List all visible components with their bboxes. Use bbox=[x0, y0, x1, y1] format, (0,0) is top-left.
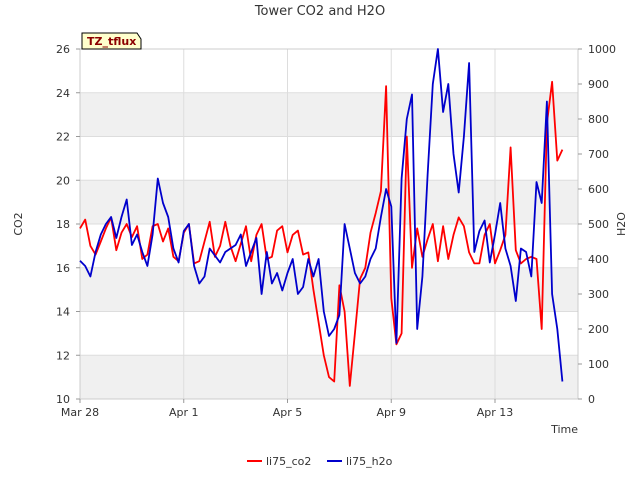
y-left-tick-label: 18 bbox=[56, 218, 70, 231]
x-tick-label: Apr 9 bbox=[376, 406, 406, 419]
y-right-tick-label: 0 bbox=[588, 393, 595, 406]
y-right-tick-label: 900 bbox=[588, 78, 609, 91]
background-band bbox=[80, 92, 578, 137]
y-right-tick-label: 100 bbox=[588, 358, 609, 371]
series-line-li75-co2 bbox=[79, 80, 564, 387]
y-left-tick-label: 26 bbox=[56, 43, 70, 56]
y-right-tick-label: 200 bbox=[588, 323, 609, 336]
legend-h2o-label: li75_h2o bbox=[346, 455, 393, 468]
legend: li75_co2 li75_h2o bbox=[247, 455, 393, 468]
y-right-tick-label: 500 bbox=[588, 218, 609, 231]
y-right-tick-label: 600 bbox=[588, 183, 609, 196]
y-left-tick-label: 12 bbox=[56, 349, 70, 362]
y-right-tick-label: 700 bbox=[588, 148, 609, 161]
background-bands bbox=[80, 92, 578, 399]
y-right-tick-label: 800 bbox=[588, 113, 609, 126]
y-axis-right-label: H2O bbox=[615, 212, 628, 236]
x-axis-label: Time bbox=[550, 423, 578, 436]
grid-lines bbox=[79, 48, 578, 400]
y-left-tick-label: 14 bbox=[56, 306, 70, 319]
y-axis-left-label: CO2 bbox=[12, 212, 25, 235]
y-right-tick-label: 1000 bbox=[588, 43, 616, 56]
x-tick-label: Apr 5 bbox=[273, 406, 303, 419]
background-band bbox=[80, 267, 578, 312]
site-badge: TZ_tflux bbox=[81, 32, 142, 50]
y-left-tick-label: 10 bbox=[56, 393, 70, 406]
chart-title: Tower CO2 and H2O bbox=[254, 4, 385, 19]
series-lines bbox=[79, 48, 564, 387]
x-axis: Mar 28 Apr 1 Apr 5 Apr 9 Apr 13 bbox=[61, 399, 513, 419]
site-badge-label: TZ_tflux bbox=[87, 35, 136, 48]
y-right-tick-label: 400 bbox=[588, 253, 609, 266]
y-left-tick-label: 16 bbox=[56, 262, 70, 275]
y-right-tick-label: 300 bbox=[588, 288, 609, 301]
y-left-tick-label: 24 bbox=[56, 87, 70, 100]
legend-co2-label: li75_co2 bbox=[266, 455, 311, 468]
x-tick-label: Apr 1 bbox=[169, 406, 199, 419]
y-left-tick-label: 22 bbox=[56, 131, 70, 144]
y-left-tick-label: 20 bbox=[56, 174, 70, 187]
y-axis-right: 0 100 200 300 400 500 600 700 800 900 1000 bbox=[578, 43, 616, 406]
y-axis-left: 10 12 14 16 18 20 22 24 26 bbox=[56, 43, 80, 406]
x-tick-label: Mar 28 bbox=[61, 406, 99, 419]
x-tick-label: Apr 13 bbox=[477, 406, 514, 419]
series-line-li75-h2o bbox=[79, 48, 564, 382]
site-badge-shape bbox=[81, 32, 142, 50]
